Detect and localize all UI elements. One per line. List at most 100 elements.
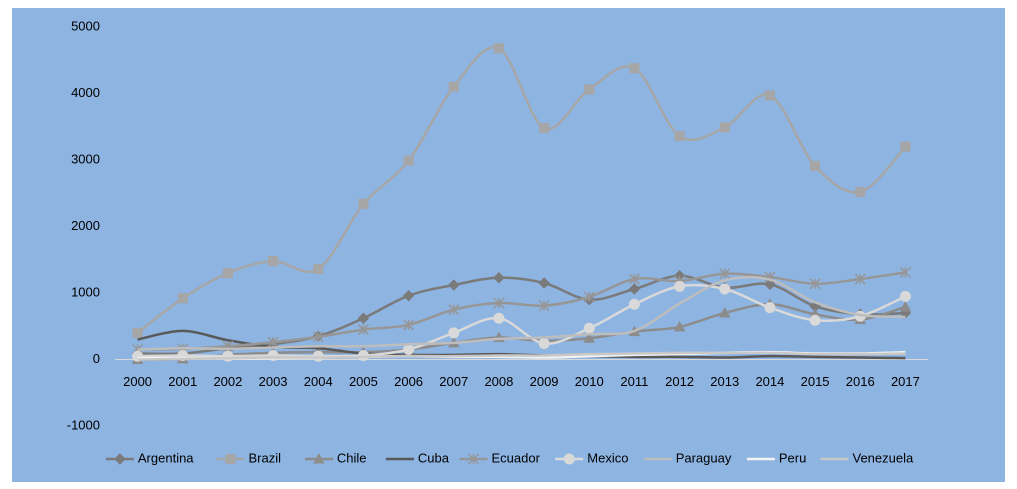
marker (809, 278, 821, 290)
x-tick-label: 2004 (304, 374, 333, 389)
marker (855, 186, 866, 197)
x-tick-label: 2007 (439, 374, 468, 389)
marker (563, 453, 575, 465)
x-tick-label: 2005 (349, 374, 378, 389)
marker (448, 304, 460, 316)
legend-label: Brazil (249, 450, 282, 465)
y-tick-label: 1000 (71, 284, 100, 299)
marker (674, 131, 685, 142)
marker (538, 300, 550, 312)
marker (900, 141, 911, 152)
marker (764, 302, 776, 314)
marker (267, 336, 279, 348)
x-tick-label: 2011 (620, 374, 648, 389)
marker (467, 453, 480, 465)
marker (493, 271, 505, 284)
legend-label: Paraguay (676, 450, 732, 465)
marker (719, 122, 730, 133)
marker (538, 277, 550, 289)
marker (312, 350, 324, 362)
marker (764, 278, 776, 291)
marker (493, 297, 505, 309)
marker (899, 266, 911, 278)
marker (358, 198, 369, 209)
y-tick-label: 5000 (71, 18, 100, 33)
legend-label: Cuba (418, 450, 450, 465)
legend-label: Peru (779, 450, 806, 465)
marker (899, 290, 911, 302)
marker (899, 300, 912, 312)
marker (583, 332, 596, 343)
marker (357, 350, 369, 362)
y-tick-label: 0 (93, 351, 100, 366)
marker (583, 291, 595, 303)
y-tick-label: 2000 (71, 218, 100, 233)
x-tick-label: 2006 (394, 374, 423, 389)
chart-area (12, 8, 1005, 482)
series-line (137, 275, 906, 351)
marker (357, 312, 370, 324)
marker (809, 314, 821, 326)
marker (403, 344, 415, 356)
marker (538, 338, 550, 350)
marker (357, 324, 369, 336)
marker (225, 454, 236, 464)
series-line (137, 271, 906, 351)
marker (493, 312, 505, 324)
marker (674, 280, 686, 292)
legend-label: Argentina (138, 450, 194, 465)
marker (718, 306, 731, 318)
marker (584, 84, 595, 95)
marker (448, 81, 459, 92)
x-tick-label: 2001 (168, 374, 197, 389)
marker (313, 264, 324, 275)
marker (810, 160, 821, 171)
marker (628, 298, 640, 310)
marker (177, 293, 188, 304)
marker (402, 289, 415, 302)
y-tick-label: 3000 (71, 151, 100, 166)
marker (583, 322, 595, 334)
marker (403, 319, 415, 331)
marker (114, 453, 126, 465)
marker (222, 350, 234, 362)
x-tick-label: 2003 (259, 374, 288, 389)
marker (403, 155, 414, 166)
marker (268, 256, 279, 267)
x-tick-label: 2016 (846, 374, 875, 389)
x-tick-label: 2017 (891, 374, 920, 389)
series-line (137, 351, 906, 361)
marker (628, 283, 641, 295)
marker (719, 283, 731, 295)
marker (132, 327, 143, 338)
marker (673, 320, 686, 332)
x-tick-label: 2012 (665, 374, 694, 389)
x-tick-label: 2010 (575, 374, 604, 389)
legend-label: Chile (337, 450, 367, 465)
marker (854, 273, 866, 285)
legend-label: Venezuela (853, 450, 914, 465)
marker (312, 331, 324, 343)
y-tick-label: 4000 (71, 85, 100, 100)
x-tick-label: 2014 (755, 374, 784, 389)
x-tick-label: 2000 (123, 374, 152, 389)
marker (539, 123, 550, 134)
marker (493, 43, 504, 54)
marker (222, 268, 233, 279)
marker (448, 279, 460, 291)
legend-label: Mexico (587, 450, 628, 465)
legend-label: Ecuador (492, 450, 541, 465)
x-tick-label: 2015 (801, 374, 830, 389)
x-tick-label: 2002 (213, 374, 242, 389)
marker (719, 268, 731, 280)
marker (313, 452, 325, 464)
marker (628, 273, 640, 285)
x-tick-label: 2008 (484, 374, 513, 389)
x-tick-label: 2013 (710, 374, 739, 389)
marker (629, 63, 640, 74)
x-tick-label: 2009 (530, 374, 559, 389)
marker (764, 90, 775, 101)
marker (448, 327, 460, 339)
